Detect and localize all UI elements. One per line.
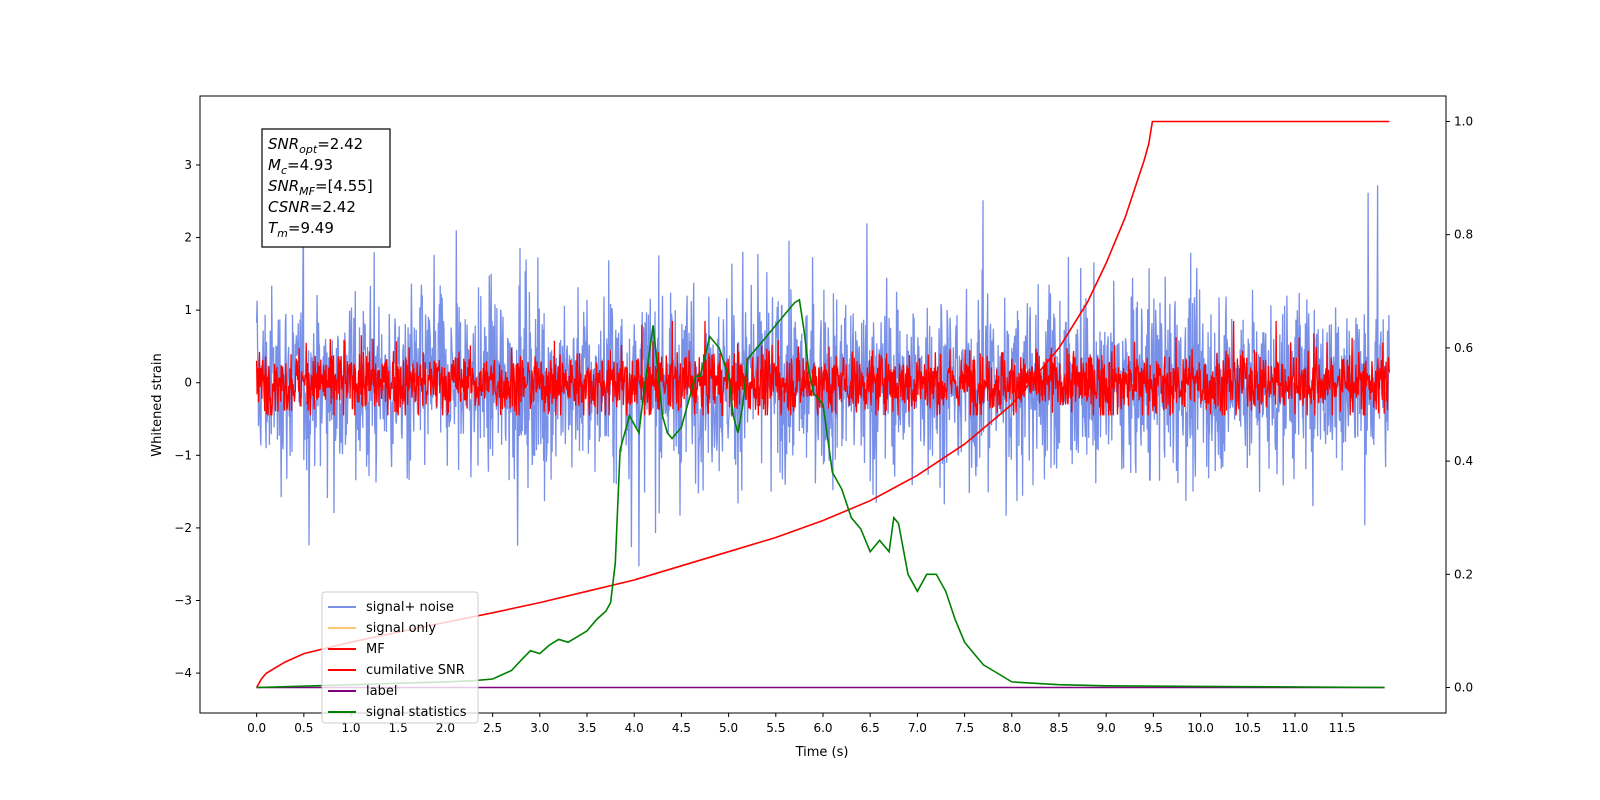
- y2-tick-label: 0.6: [1454, 341, 1473, 355]
- legend-label: MF: [366, 642, 385, 657]
- x-tick-label: 4.5: [672, 721, 691, 735]
- x-tick-label: 8.5: [1049, 721, 1068, 735]
- x-tick-label: 0.5: [294, 721, 313, 735]
- annotation-frame: [261, 128, 391, 248]
- series-line-signal-statistics: [256, 298, 1385, 689]
- y-tick-label: 0: [184, 376, 192, 390]
- x-tick-label: 0.0: [247, 721, 266, 735]
- legend-label: signal statistics: [366, 705, 467, 720]
- x-tick-label: 5.0: [719, 721, 738, 735]
- x-tick-label: 2.5: [483, 721, 502, 735]
- y-tick-label: 3: [184, 158, 192, 172]
- legend-label: signal+ noise: [366, 600, 454, 615]
- y-tick-label: −4: [174, 666, 192, 680]
- x-tick-label: 5.5: [766, 721, 785, 735]
- y-axis-label: Whitened strain: [150, 353, 165, 456]
- annotation-line: Tm=9.49: [268, 219, 334, 240]
- y-tick-label: −3: [174, 593, 192, 607]
- series-line-mf: [255, 320, 1391, 417]
- y2-tick-label: 0.2: [1454, 567, 1473, 581]
- x-tick-label: 6.5: [861, 721, 880, 735]
- y-tick-label: 2: [184, 231, 192, 245]
- annotation-line: Mc=4.93: [268, 156, 333, 177]
- y2-tick-label: 1.0: [1454, 114, 1473, 128]
- y-tick-label: 1: [184, 303, 192, 317]
- x-tick-label: 2.0: [436, 721, 455, 735]
- annotation-line: SNRMF=[4.55]: [268, 177, 373, 198]
- legend-frame: [321, 591, 479, 724]
- annotation-line: SNRopt=2.42: [268, 135, 363, 156]
- x-tick-label: 7.0: [908, 721, 927, 735]
- x-tick-label: 6.0: [813, 721, 832, 735]
- x-tick-label: 11.5: [1329, 721, 1356, 735]
- legend-label: cumilative SNR: [366, 663, 465, 678]
- y2-tick-label: 0.0: [1454, 681, 1473, 695]
- x-tick-label: 9.5: [1144, 721, 1163, 735]
- axis-layer: 0.0 0.5 1.0 1.5 2.0 2.5 3.0 3.5 4.0 4.5 5.0 5.5 6.0 6…: [174, 114, 1473, 735]
- x-tick-label: 7.5: [955, 721, 974, 735]
- series-line-cumilative-snr: [255, 120, 1390, 688]
- x-tick-label: 10.0: [1187, 721, 1214, 735]
- legend-label: label: [366, 684, 397, 699]
- y2-tick-label: 0.8: [1454, 228, 1473, 242]
- legend: signal+ noise signal only MF cumilative SNR…: [321, 591, 479, 724]
- y-tick-label: −1: [174, 448, 192, 462]
- x-tick-label: 3.0: [530, 721, 549, 735]
- x-tick-label: 10.5: [1234, 721, 1261, 735]
- x-tick-label: 4.0: [625, 721, 644, 735]
- x-tick-label: 9.0: [1097, 721, 1116, 735]
- y-tick-label: −2: [174, 521, 192, 535]
- x-tick-label: 1.5: [389, 721, 408, 735]
- legend-label: signal only: [366, 621, 436, 636]
- x-tick-label: 11.0: [1282, 721, 1309, 735]
- x-tick-label: 1.0: [341, 721, 360, 735]
- x-axis-label: Time (s): [795, 745, 849, 760]
- y2-tick-label: 0.4: [1454, 454, 1473, 468]
- x-tick-label: 8.0: [1002, 721, 1021, 735]
- x-tick-label: 3.5: [577, 721, 596, 735]
- annotation-line: CSNR=2.42: [268, 198, 356, 216]
